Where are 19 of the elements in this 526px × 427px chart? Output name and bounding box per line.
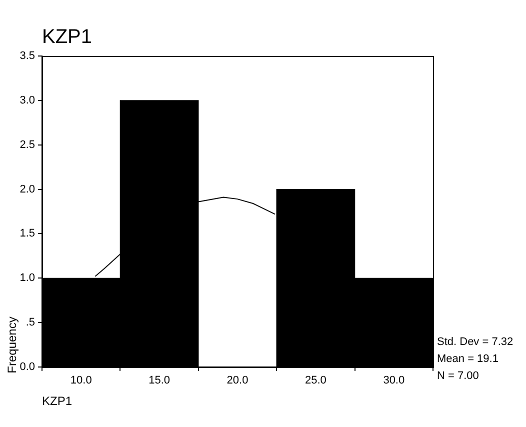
text: N = 7.00 bbox=[437, 370, 479, 382]
x-tick-label: 25.0 bbox=[304, 374, 326, 387]
x-axis-title: KZP1 bbox=[42, 394, 72, 408]
y-tick-label: 3.0 bbox=[20, 94, 35, 106]
y-tick-label: 1.0 bbox=[20, 272, 35, 284]
chart-title: KZP1 bbox=[42, 26, 92, 48]
y-tick-label: .5 bbox=[26, 316, 35, 329]
x-tick-label: 20.0 bbox=[226, 374, 248, 387]
y-tick-label: 1.5 bbox=[20, 228, 35, 240]
text: Std. Dev = 7.32 bbox=[437, 336, 514, 348]
y-tick-label: 3.5 bbox=[20, 50, 35, 62]
y-tick-label: 2.0 bbox=[20, 183, 35, 196]
text: Mean = 19.1 bbox=[437, 353, 498, 365]
y-tick-label: 0.0 bbox=[20, 361, 35, 374]
x-tick-label: 30.0 bbox=[383, 374, 405, 387]
y-tick-label: 2.5 bbox=[20, 138, 35, 151]
x-tick-label: 10.0 bbox=[70, 374, 92, 387]
y-axis-title: Frequency bbox=[5, 316, 19, 374]
x-tick-label: 15.0 bbox=[148, 374, 170, 387]
